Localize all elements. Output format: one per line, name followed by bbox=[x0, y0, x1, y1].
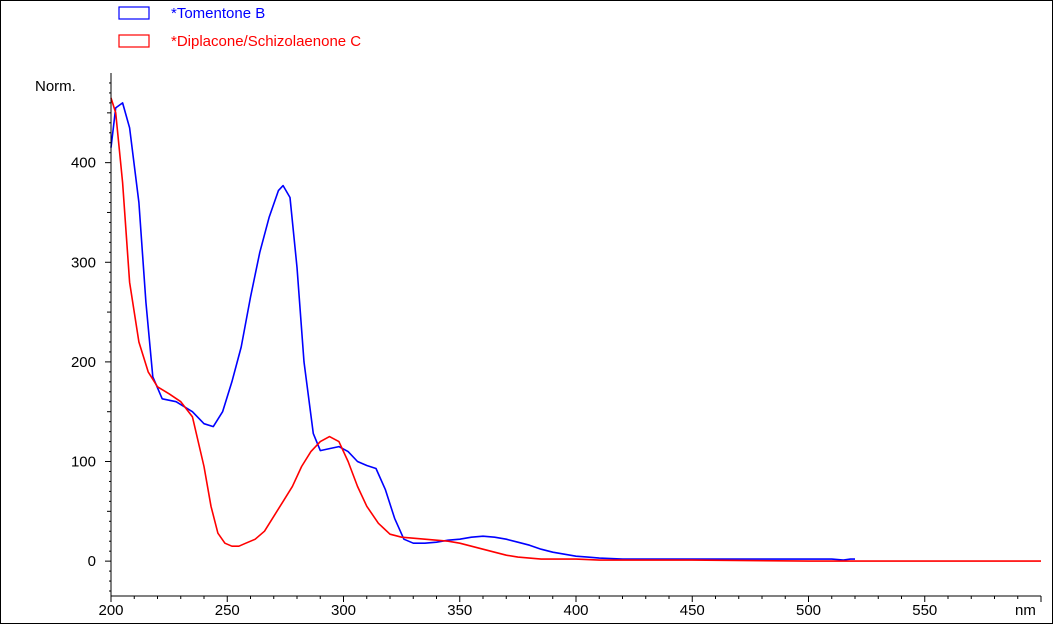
legend-swatch-1 bbox=[118, 6, 150, 20]
y-tick-label: 200 bbox=[71, 354, 96, 371]
legend-label-2: *Diplacone/Schizolaenone C bbox=[171, 33, 361, 50]
x-tick-label: 250 bbox=[215, 602, 240, 619]
y-tick-label: 100 bbox=[71, 454, 96, 471]
series-layer bbox=[110, 97, 1041, 562]
x-tick-label: 450 bbox=[680, 602, 705, 619]
x-tick-label: 200 bbox=[98, 602, 123, 619]
tick-layer: 0 100 200 300 400 200 250 300 350 400 450 500 550 Nor… bbox=[35, 78, 1042, 619]
legend-swatch-2 bbox=[118, 34, 150, 48]
legend: *Tomentone B *Diplacone/Schizolaenone C bbox=[118, 5, 361, 50]
y-tick-label: 0 bbox=[88, 553, 96, 570]
x-tick-label: 350 bbox=[447, 602, 472, 619]
x-axis-label: nm bbox=[1015, 602, 1036, 619]
x-tick-label: 500 bbox=[796, 602, 821, 619]
x-tick-label: 550 bbox=[912, 602, 937, 619]
axes-layer bbox=[110, 73, 1041, 597]
series-line-1 bbox=[110, 102, 855, 561]
y-axis-label: Norm. bbox=[35, 78, 76, 95]
series-line-2 bbox=[110, 97, 1041, 562]
x-tick-label: 400 bbox=[563, 602, 588, 619]
legend-label-1: *Tomentone B bbox=[171, 5, 265, 22]
x-tick-label: 300 bbox=[331, 602, 356, 619]
y-tick-label: 300 bbox=[71, 254, 96, 271]
y-tick-label: 400 bbox=[71, 155, 96, 172]
